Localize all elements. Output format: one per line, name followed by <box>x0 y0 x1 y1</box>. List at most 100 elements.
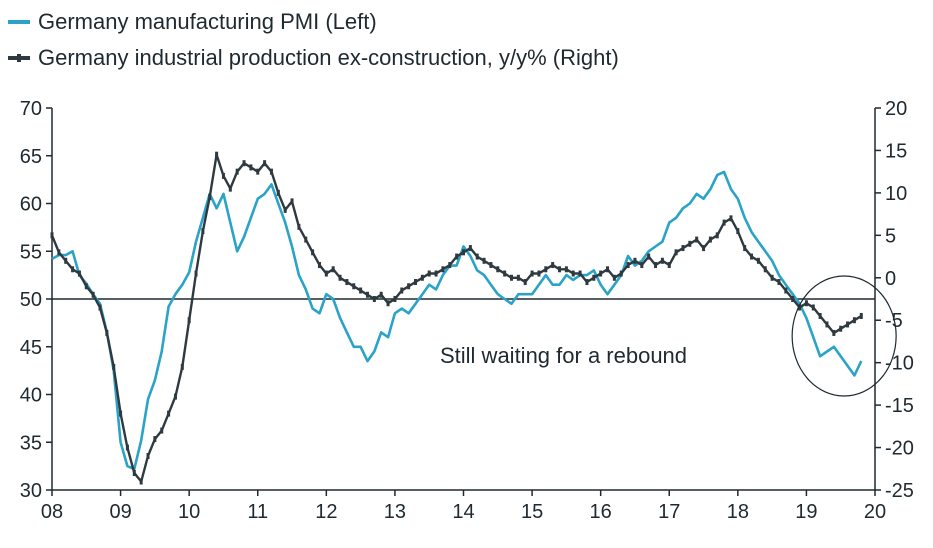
series-point-ip <box>420 274 424 281</box>
y-left-tick-label: 40 <box>20 385 42 407</box>
series-point-ip <box>667 262 671 269</box>
series-point-ip <box>681 245 685 252</box>
highlight-ellipse <box>791 275 897 397</box>
series-point-ip <box>132 470 136 477</box>
series-point-ip <box>750 253 754 260</box>
y-right-tick-label: -5 <box>885 310 903 332</box>
series-point-ip <box>791 296 795 302</box>
series-point-ip <box>688 240 692 247</box>
series-point-ip <box>352 283 356 290</box>
legend-item-pmi: Germany manufacturing PMI (Left) <box>8 4 619 40</box>
series-point-ip <box>825 321 829 328</box>
series-point-ip <box>619 270 623 277</box>
series-point-ip <box>283 206 287 213</box>
x-tick-label: 17 <box>658 501 680 523</box>
series-point-ip <box>777 279 781 286</box>
series-point-ip <box>736 228 740 235</box>
series-point-ip <box>516 274 520 281</box>
y-left-tick-label: 30 <box>20 480 42 502</box>
y-right-tick-label: -25 <box>885 480 914 502</box>
series-point-ip <box>558 266 562 273</box>
series-point-ip <box>434 270 438 277</box>
series-point-ip <box>235 168 239 175</box>
series-point-ip <box>386 300 390 307</box>
series-point-ip <box>215 151 219 158</box>
series-point-ip <box>338 274 342 281</box>
series-point-ip <box>496 266 500 273</box>
series-point-ip <box>91 291 95 298</box>
series-point-ip <box>756 257 760 264</box>
series-point-ip <box>832 329 836 336</box>
y-left-tick-label: 50 <box>20 289 42 311</box>
series-point-ip <box>256 168 260 175</box>
series-point-ip <box>400 287 404 294</box>
series-point-ip <box>359 287 363 294</box>
series-point-ip <box>633 257 637 264</box>
series-point-ip <box>647 253 651 260</box>
series-point-ip <box>242 160 246 167</box>
series-point-ip <box>523 279 527 286</box>
series-point-ip <box>249 164 253 171</box>
series-point-ip <box>564 266 568 273</box>
series-point-ip <box>798 304 802 311</box>
series-point-ip <box>331 266 335 273</box>
series-point-ip <box>345 279 349 286</box>
series-point-ip <box>427 270 431 277</box>
series-point-ip <box>146 453 150 460</box>
series-point-ip <box>818 312 822 319</box>
x-tick-label: 13 <box>384 501 406 523</box>
legend-label-ip: Germany industrial production ex-constru… <box>38 45 619 70</box>
series-point-ip <box>811 304 815 311</box>
series-point-ip <box>379 291 383 298</box>
series-point-ip <box>585 279 589 286</box>
series-point-ip <box>674 249 678 256</box>
series-point-ip <box>571 270 575 277</box>
series-point-ip <box>859 312 863 319</box>
series-point-ip <box>544 266 548 273</box>
series-point-ip <box>763 266 767 273</box>
series-point-ip <box>208 194 212 201</box>
series-point-ip <box>180 363 184 370</box>
x-tick-label: 12 <box>315 501 337 523</box>
series-point-ip <box>770 274 774 281</box>
y-right-tick-label: -10 <box>885 353 914 375</box>
series-point-ip <box>311 249 315 256</box>
series-point-ip <box>201 228 205 235</box>
series-point-ip <box>475 253 479 260</box>
series-point-ip <box>702 245 706 252</box>
x-tick-label: 15 <box>521 501 543 523</box>
series-point-ip <box>167 410 171 417</box>
series-point-ip <box>804 300 808 307</box>
series-point-ip <box>119 410 123 417</box>
series-point-ip <box>64 257 68 264</box>
series-point-ip <box>606 266 610 273</box>
x-tick-label: 18 <box>727 501 749 523</box>
x-tick-label: 10 <box>178 501 200 523</box>
series-point-ip <box>112 363 116 370</box>
x-tick-label: 08 <box>41 501 63 523</box>
series-point-ip <box>160 427 164 434</box>
x-tick-label: 16 <box>590 501 612 523</box>
series-point-ip <box>317 262 321 269</box>
series-point-ip <box>722 219 726 226</box>
series-point-ip <box>365 291 369 298</box>
y-right-tick-label: 0 <box>885 268 896 290</box>
series-point-ip <box>228 185 232 192</box>
legend-label-pmi: Germany manufacturing PMI (Left) <box>38 9 377 34</box>
series-point-ip <box>708 236 712 243</box>
series-point-ip <box>462 249 465 256</box>
series-point-ip <box>612 274 616 281</box>
series-point-ip <box>84 283 88 290</box>
annotation-text: Still waiting for a rebound <box>440 343 687 368</box>
y-right-tick-label: 15 <box>885 140 907 162</box>
series-point-ip <box>551 262 555 269</box>
x-tick-label: 11 <box>247 501 268 523</box>
series-point-ip <box>626 262 630 269</box>
legend: Germany manufacturing PMI (Left) Germany… <box>8 4 619 76</box>
series-point-ip <box>276 189 280 196</box>
series-point-ip <box>77 270 81 277</box>
series-point-ip <box>290 198 294 205</box>
y-right-tick-label: 5 <box>885 225 896 247</box>
series-point-ip <box>715 232 719 239</box>
series-point-ip <box>852 317 856 324</box>
